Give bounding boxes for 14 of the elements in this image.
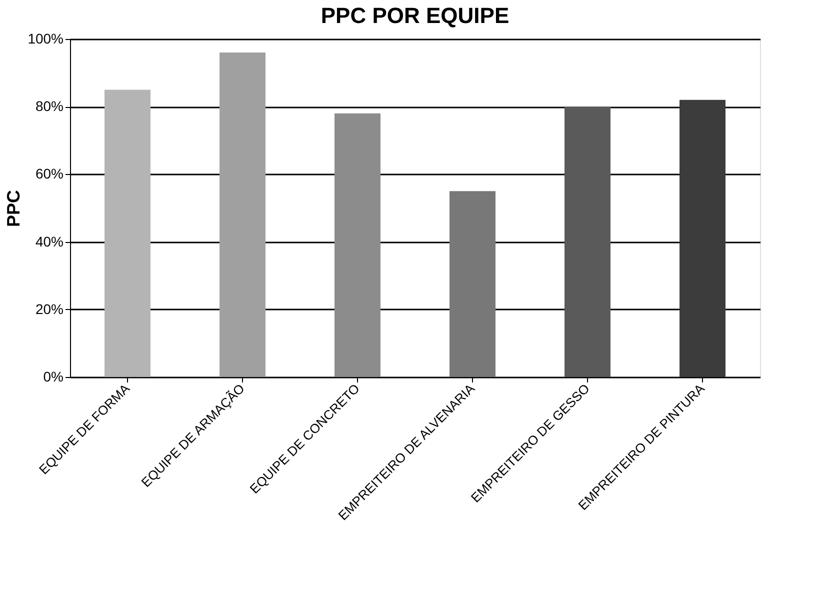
y-tick-label: 40% (35, 233, 64, 250)
y-axis-title: PPC (4, 190, 24, 228)
chart-title: PPC POR EQUIPE (320, 3, 510, 28)
bar (334, 113, 380, 377)
bar (680, 100, 726, 377)
y-tick-label: 20% (35, 300, 64, 317)
y-tick-label: 0% (43, 368, 64, 384)
y-tick-label: 100% (28, 30, 64, 46)
y-tick-label: 80% (35, 98, 64, 114)
y-tick-label: 60% (35, 166, 64, 182)
bar (104, 90, 150, 377)
bar (564, 106, 610, 377)
bar (220, 52, 266, 377)
bar (450, 191, 496, 377)
